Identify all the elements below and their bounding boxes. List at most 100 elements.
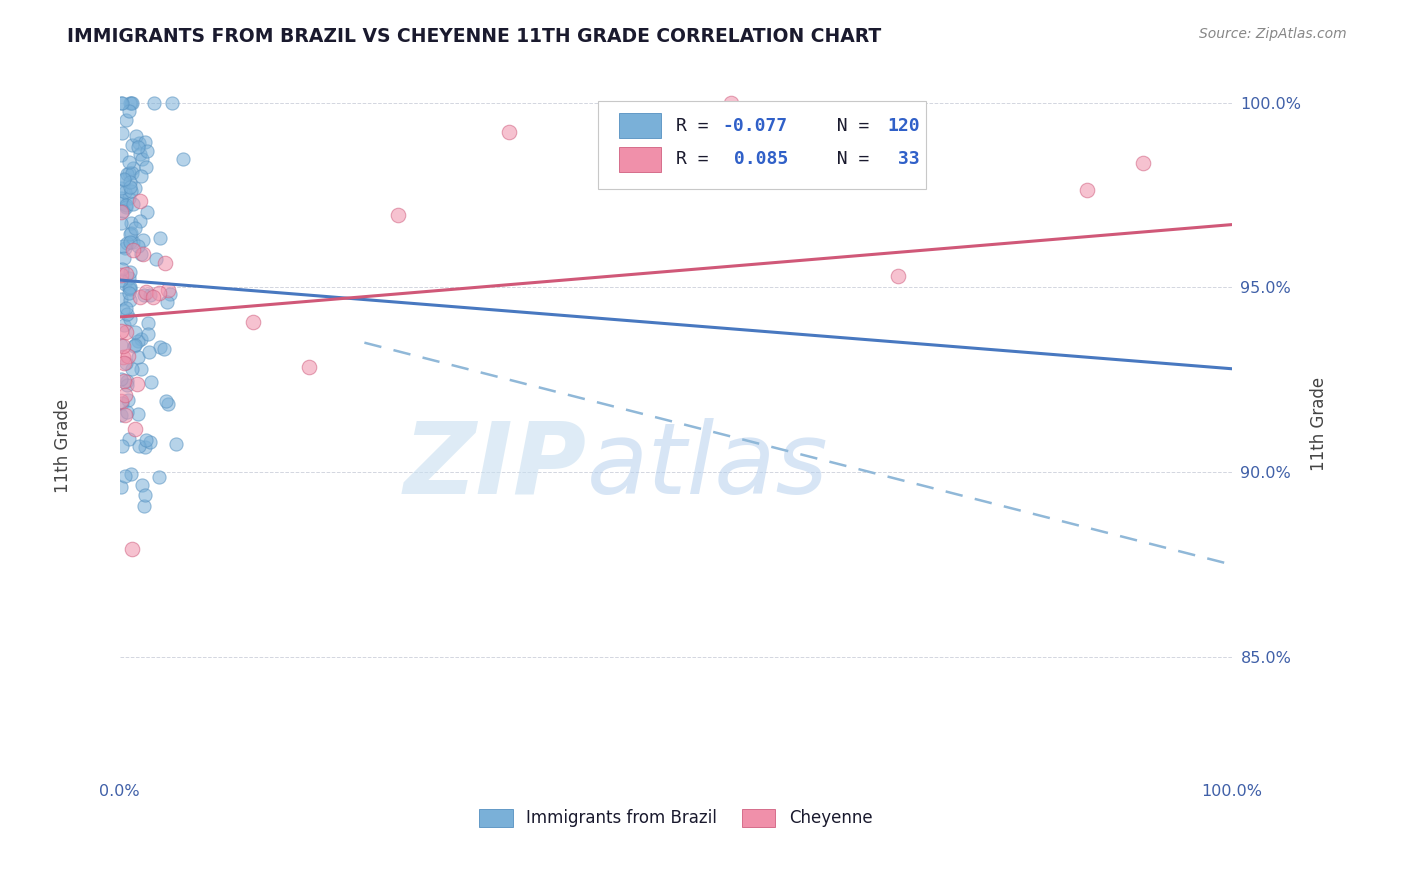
Point bbox=[149, 340, 172, 354]
Point bbox=[110, 273, 132, 287]
Point bbox=[118, 265, 141, 279]
Point bbox=[127, 350, 149, 364]
Point bbox=[115, 325, 138, 339]
Point bbox=[115, 301, 138, 316]
Point bbox=[110, 268, 132, 283]
FancyBboxPatch shape bbox=[619, 147, 661, 172]
Point bbox=[118, 312, 141, 326]
Point bbox=[117, 432, 139, 446]
Point bbox=[156, 283, 179, 297]
Point bbox=[110, 216, 132, 230]
Point bbox=[117, 307, 139, 321]
Point bbox=[118, 235, 141, 250]
Point bbox=[129, 147, 152, 161]
Point bbox=[112, 318, 135, 332]
Point bbox=[148, 470, 170, 484]
FancyBboxPatch shape bbox=[619, 113, 661, 138]
Point bbox=[139, 287, 162, 301]
Point bbox=[111, 126, 134, 140]
Point bbox=[131, 153, 153, 167]
Point bbox=[112, 251, 135, 265]
Point bbox=[110, 324, 132, 338]
Legend: Immigrants from Brazil, Cheyenne: Immigrants from Brazil, Cheyenne bbox=[472, 802, 879, 834]
Point bbox=[112, 356, 135, 370]
Point bbox=[134, 488, 156, 502]
Point bbox=[110, 480, 132, 494]
Point bbox=[155, 393, 177, 408]
Point bbox=[720, 95, 742, 110]
Point bbox=[242, 314, 264, 328]
Point bbox=[110, 192, 132, 206]
Point bbox=[135, 285, 157, 299]
Point bbox=[114, 112, 136, 127]
Point bbox=[110, 95, 132, 110]
Point bbox=[157, 396, 180, 410]
Point bbox=[117, 235, 139, 250]
Point bbox=[111, 204, 134, 219]
Point bbox=[124, 422, 146, 436]
Text: R =: R = bbox=[676, 117, 720, 135]
Point bbox=[139, 434, 162, 449]
Point bbox=[114, 198, 136, 212]
Point bbox=[114, 387, 136, 401]
Point bbox=[115, 200, 138, 214]
Point bbox=[127, 407, 149, 421]
Point bbox=[125, 129, 148, 144]
Point bbox=[120, 227, 142, 242]
Point bbox=[1132, 156, 1154, 170]
Point bbox=[111, 396, 134, 410]
Point bbox=[112, 375, 135, 389]
Point bbox=[115, 378, 138, 392]
Point bbox=[117, 281, 139, 295]
Point bbox=[110, 181, 132, 195]
Point bbox=[128, 439, 150, 453]
Y-axis label: 11th Grade: 11th Grade bbox=[1310, 377, 1327, 471]
Point bbox=[118, 285, 141, 300]
Point bbox=[135, 205, 157, 219]
Point bbox=[145, 252, 167, 267]
Point bbox=[110, 372, 132, 386]
Point bbox=[387, 209, 409, 223]
Point bbox=[138, 345, 160, 359]
Point bbox=[111, 262, 134, 277]
Text: Source: ZipAtlas.com: Source: ZipAtlas.com bbox=[1199, 27, 1347, 41]
Point bbox=[148, 285, 170, 300]
Text: ZIP: ZIP bbox=[404, 417, 586, 515]
Point bbox=[112, 350, 135, 364]
Point bbox=[127, 140, 149, 154]
Text: 120: 120 bbox=[887, 117, 920, 135]
Point bbox=[114, 185, 136, 199]
Point bbox=[114, 409, 136, 423]
Point bbox=[160, 95, 183, 110]
Text: 33: 33 bbox=[887, 151, 920, 169]
Point bbox=[112, 171, 135, 186]
Point bbox=[141, 375, 163, 389]
Point bbox=[135, 161, 157, 175]
Point bbox=[134, 441, 156, 455]
Point bbox=[135, 434, 157, 448]
Text: N =: N = bbox=[815, 117, 880, 135]
Point bbox=[121, 362, 143, 376]
Point bbox=[118, 155, 141, 169]
Point bbox=[122, 161, 145, 176]
Point bbox=[112, 302, 135, 317]
Point bbox=[114, 277, 136, 291]
Point bbox=[115, 405, 138, 419]
Point bbox=[117, 103, 139, 118]
Point bbox=[114, 241, 136, 255]
Point bbox=[153, 342, 176, 356]
Point bbox=[114, 469, 136, 483]
Point bbox=[498, 125, 520, 139]
Point bbox=[118, 95, 141, 110]
Point bbox=[110, 408, 132, 422]
Point bbox=[135, 144, 157, 158]
Point bbox=[128, 194, 150, 208]
Point bbox=[172, 152, 194, 166]
Point bbox=[128, 213, 150, 227]
Point bbox=[132, 247, 155, 261]
Point bbox=[118, 271, 141, 285]
Point bbox=[153, 256, 176, 270]
Point bbox=[159, 287, 181, 301]
Point bbox=[111, 239, 134, 253]
Point bbox=[1076, 183, 1098, 197]
